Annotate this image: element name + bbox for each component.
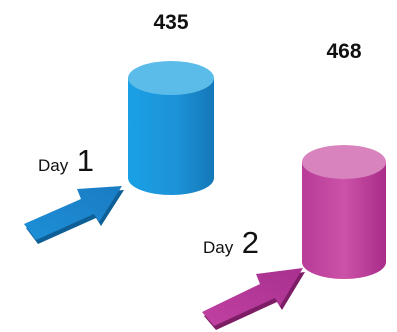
category-label-day2-number: 2 [242,225,259,260]
series-day1: 435 Day 1 [24,11,214,244]
value-label-day1: 435 [153,11,188,34]
category-label-day1-word: Day [38,156,69,175]
category-label-day2: Day 2 [203,225,259,260]
bar-day2 [302,161,386,279]
category-label-day2-word: Day [203,238,234,257]
bar-day1-top [128,61,214,95]
day1-arrow-icon [24,186,124,244]
category-label-day1: Day 1 [38,143,94,178]
day2-arrow-icon [202,268,305,330]
bar-day1 [128,78,214,195]
bar-day2-top [302,144,386,179]
category-label-day1-number: 1 [77,143,94,178]
series-day2: 468 Day 2 [202,40,386,330]
value-label-day2: 468 [326,40,361,63]
